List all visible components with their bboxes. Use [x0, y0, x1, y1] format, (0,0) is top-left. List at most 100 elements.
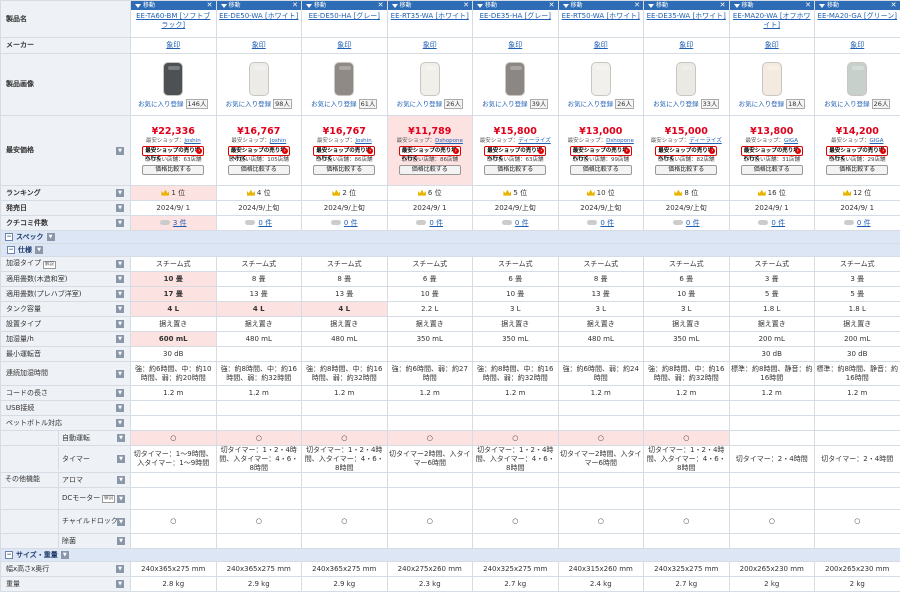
- move-bar[interactable]: 移動 ✕: [644, 1, 729, 10]
- row-toggle-icon[interactable]: ▼: [116, 335, 124, 343]
- row-toggle-icon[interactable]: ▼: [117, 455, 125, 464]
- favorite-link[interactable]: お気に入り登録 33人: [645, 98, 728, 110]
- go-to-shop-button[interactable]: 最安ショップの売り場へ行く ›: [569, 145, 632, 162]
- move-bar[interactable]: 移動 ✕: [558, 1, 643, 10]
- go-to-shop-button[interactable]: 最安ショップの売り場へ行く ›: [655, 145, 718, 162]
- section-header-spec[interactable]: − スペック ▼: [0, 230, 900, 244]
- product-name-link[interactable]: EE-TA60-BM [ソフトブラック]: [136, 12, 211, 29]
- row-toggle-icon[interactable]: ▼: [116, 219, 124, 227]
- row-toggle-icon[interactable]: ▼: [116, 404, 124, 412]
- product-name-link[interactable]: EE-RT35-WA [ホワイト]: [390, 12, 469, 20]
- shop-link[interactable]: Joshin: [355, 138, 372, 145]
- close-icon[interactable]: ✕: [463, 1, 469, 10]
- close-icon[interactable]: ✕: [377, 1, 384, 10]
- row-toggle-icon[interactable]: ▼: [116, 146, 124, 155]
- maker-link[interactable]: 象印: [166, 41, 181, 50]
- row-toggle-icon[interactable]: ▼: [116, 189, 124, 197]
- product-name-link[interactable]: EE-MA20-WA [オフホワイト]: [732, 12, 811, 29]
- product-image[interactable]: [761, 61, 782, 96]
- product-image[interactable]: [676, 61, 697, 96]
- close-icon[interactable]: ✕: [890, 1, 897, 10]
- move-bar[interactable]: 移動 ✕: [729, 1, 814, 10]
- favorite-link[interactable]: お気に入り登録 26人: [816, 98, 899, 110]
- favorite-link[interactable]: お気に入り登録 61人: [303, 98, 386, 110]
- go-to-shop-button[interactable]: 最安ショップの売り場へ行く ›: [484, 145, 547, 162]
- shop-link[interactable]: GIGA: [784, 138, 798, 145]
- close-icon[interactable]: ✕: [634, 1, 640, 10]
- favorite-link[interactable]: お気に入り登録 39人: [474, 98, 557, 110]
- row-toggle-icon[interactable]: ▼: [116, 290, 124, 298]
- shop-link[interactable]: ディーライズ: [518, 138, 551, 145]
- review-link[interactable]: 0 件: [258, 218, 273, 227]
- section-toggle-icon[interactable]: ▼: [60, 550, 69, 559]
- compare-price-button[interactable]: 価格比較する: [398, 164, 461, 175]
- shop-link[interactable]: ディーライズ: [689, 138, 722, 145]
- row-toggle-icon[interactable]: ▼: [116, 419, 124, 427]
- compare-price-button[interactable]: 価格比較する: [655, 164, 718, 175]
- compare-price-button[interactable]: 価格比較する: [227, 164, 290, 175]
- close-icon[interactable]: ✕: [206, 1, 213, 10]
- row-toggle-icon[interactable]: ▼: [116, 320, 124, 328]
- review-link[interactable]: 0 件: [856, 218, 871, 227]
- section-header-shiyo[interactable]: − 仕様 ▼: [0, 243, 900, 257]
- product-name-link[interactable]: EE-DE50-WA [ホワイト]: [219, 12, 299, 20]
- product-image[interactable]: [334, 61, 355, 96]
- move-bar[interactable]: 移動 ✕: [216, 1, 301, 10]
- go-to-shop-button[interactable]: 最安ショップの売り場へ行く ›: [740, 145, 803, 162]
- maker-link[interactable]: 象印: [422, 41, 437, 50]
- close-icon[interactable]: ✕: [805, 1, 811, 10]
- move-bar[interactable]: 移動 ✕: [302, 1, 387, 10]
- product-image[interactable]: [163, 61, 184, 96]
- product-name-link[interactable]: EE-DE50-HA [グレー]: [308, 12, 380, 20]
- maker-link[interactable]: 象印: [679, 41, 694, 50]
- shop-link[interactable]: Dshopone: [606, 138, 634, 145]
- maker-link[interactable]: 象印: [764, 41, 779, 50]
- shop-link[interactable]: Joshin: [269, 138, 287, 145]
- product-name-link[interactable]: EE-DE35-HA [グレー]: [479, 12, 551, 20]
- row-toggle-icon[interactable]: ▼: [116, 305, 124, 313]
- favorite-link[interactable]: お気に入り登録 98人: [218, 98, 301, 110]
- product-name-link[interactable]: EE-MA20-GA [グリーン]: [817, 12, 897, 20]
- section-toggle-icon[interactable]: ▼: [46, 232, 55, 241]
- row-toggle-icon[interactable]: ▼: [117, 494, 125, 503]
- review-link[interactable]: 0 件: [343, 218, 358, 227]
- product-image[interactable]: [847, 61, 868, 96]
- review-link[interactable]: 0 件: [771, 218, 786, 227]
- section-toggle-icon[interactable]: ▼: [35, 245, 43, 254]
- row-toggle-icon[interactable]: ▼: [117, 476, 125, 485]
- row-toggle-icon[interactable]: ▼: [116, 580, 124, 589]
- maker-link[interactable]: 象印: [850, 41, 865, 50]
- product-image[interactable]: [419, 61, 440, 96]
- collapse-icon[interactable]: −: [7, 245, 15, 254]
- go-to-shop-button[interactable]: 最安ショップの売り場へ行く ›: [313, 145, 376, 162]
- go-to-shop-button[interactable]: 最安ショップの売り場へ行く ›: [227, 145, 290, 162]
- row-toggle-icon[interactable]: ▼: [116, 565, 124, 574]
- collapse-icon[interactable]: −: [5, 550, 13, 559]
- shop-link[interactable]: Dshopone: [435, 138, 463, 145]
- row-toggle-icon[interactable]: ▼: [116, 350, 124, 358]
- row-toggle-icon[interactable]: ▼: [116, 389, 124, 397]
- section-header-size_sec[interactable]: − サイズ・重量 ▼: [0, 548, 900, 563]
- move-bar[interactable]: 移動 ✕: [387, 1, 472, 10]
- review-link[interactable]: 3 件: [172, 218, 187, 227]
- compare-price-button[interactable]: 価格比較する: [313, 164, 376, 175]
- compare-price-button[interactable]: 価格比較する: [484, 164, 547, 175]
- shop-link[interactable]: GIGA: [869, 138, 884, 145]
- favorite-link[interactable]: お気に入り登録 146人: [132, 98, 215, 110]
- move-bar[interactable]: 移動 ✕: [815, 1, 900, 10]
- product-name-link[interactable]: EE-RT50-WA [ホワイト]: [561, 12, 640, 20]
- product-name-link[interactable]: EE-DE35-WA [ホワイト]: [646, 12, 726, 20]
- row-toggle-icon[interactable]: ▼: [116, 275, 124, 283]
- go-to-shop-button[interactable]: 最安ショップの売り場へ行く ›: [398, 145, 461, 162]
- close-icon[interactable]: ✕: [719, 1, 726, 10]
- compare-price-button[interactable]: 価格比較する: [740, 164, 803, 175]
- row-toggle-icon[interactable]: ▼: [116, 204, 124, 212]
- compare-price-button[interactable]: 価格比較する: [569, 164, 632, 175]
- go-to-shop-button[interactable]: 最安ショップの売り場へ行く ›: [142, 145, 205, 162]
- note-tag[interactable]: 解説: [102, 494, 116, 503]
- review-link[interactable]: 0 件: [685, 218, 700, 227]
- go-to-shop-button[interactable]: 最安ショップの売り場へ行く ›: [826, 145, 889, 162]
- move-bar[interactable]: 移動 ✕: [131, 1, 216, 10]
- close-icon[interactable]: ✕: [548, 1, 555, 10]
- shop-link[interactable]: Joshin: [184, 138, 201, 145]
